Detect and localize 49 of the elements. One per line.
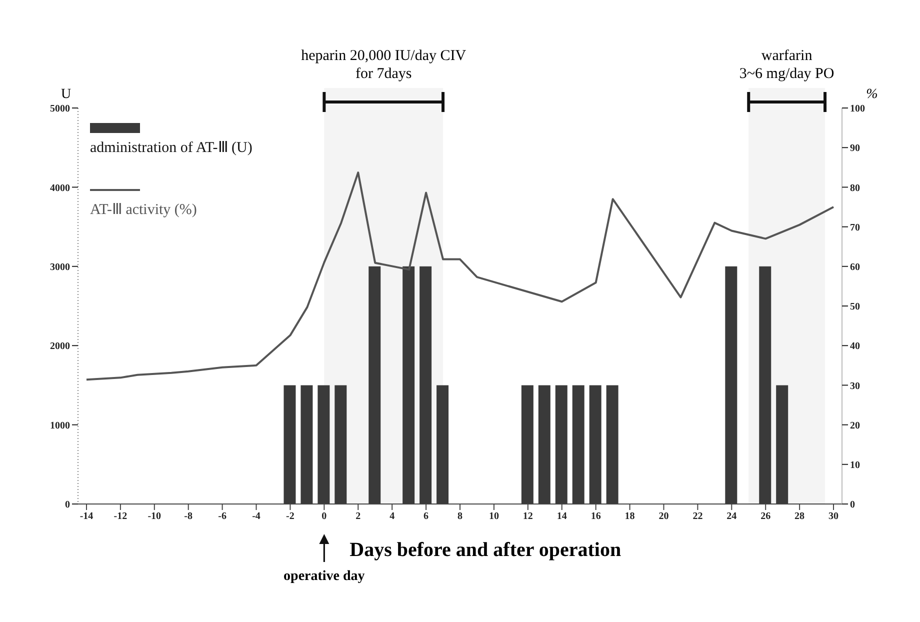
legend-label: AT-Ⅲ activity (%) (90, 201, 198, 220)
x-tick-label: 30 (828, 511, 839, 522)
y-tick-label: 1000 (50, 420, 70, 432)
y-tick-label: 5000 (50, 104, 70, 115)
line-series (85, 172, 835, 381)
x-tick-label: -6 (218, 511, 226, 522)
text: operative day (284, 569, 365, 584)
x-tick-label: 0 (322, 511, 327, 522)
y-tick-label: 4000 (50, 182, 70, 194)
y2-tick-label: 90 (850, 143, 860, 154)
x-tick-label: 28 (794, 511, 805, 522)
y2-tick-label: 0 (850, 500, 855, 511)
x-tick-label: -2 (286, 511, 294, 522)
x-tick-label: 2 (356, 511, 361, 522)
y-tick-label: 2000 (50, 341, 70, 352)
x-tick-label: 20 (658, 511, 669, 522)
y2-axis-title: % (866, 87, 878, 102)
y2-tick-label: 50 (850, 302, 860, 313)
x-tick-label: 16 (590, 511, 601, 522)
legend-label: administration of AT-Ⅲ (U) (90, 139, 252, 158)
y2-tick-label: 20 (850, 420, 860, 432)
x-tick-label: 4 (390, 511, 395, 522)
y2-tick-label: 30 (850, 380, 860, 392)
x-tick-label: 26 (760, 511, 771, 522)
y2-tick-label: 10 (850, 460, 860, 471)
x-tick-label: -10 (148, 511, 162, 522)
band-label: warfarin 3~6 mg/day PO (739, 48, 834, 82)
x-tick-label: 14 (556, 511, 567, 522)
x-tick-label: 6 (424, 511, 429, 522)
x-tick-label: 8 (458, 511, 462, 522)
x-tick-label: -12 (114, 511, 128, 522)
x-tick-label: -14 (80, 511, 94, 522)
x-tick-label: 12 (522, 511, 533, 522)
y2-tick-label: 80 (850, 182, 860, 194)
x-tick-label: 24 (726, 511, 737, 522)
x-axis-title: Days before and after operation (350, 539, 622, 561)
x-tick-label: -8 (184, 511, 193, 522)
y2-tick-label: 40 (850, 341, 860, 352)
x-tick-label: 18 (624, 511, 635, 522)
band-label: heparin 20,000 IU/day CIV for 7days (301, 48, 466, 82)
y-axis-title: U (60, 87, 72, 102)
y2-tick-label: 100 (850, 104, 865, 115)
x-tick-label: -4 (252, 511, 260, 522)
y2-tick-label: 60 (850, 262, 860, 273)
y2-tick-label: 70 (850, 222, 860, 234)
y-tick-label: 3000 (50, 262, 70, 273)
x-tick-label: 22 (692, 511, 703, 522)
x-tick-label: 10 (488, 511, 499, 522)
y-tick-label: 0 (65, 500, 70, 511)
